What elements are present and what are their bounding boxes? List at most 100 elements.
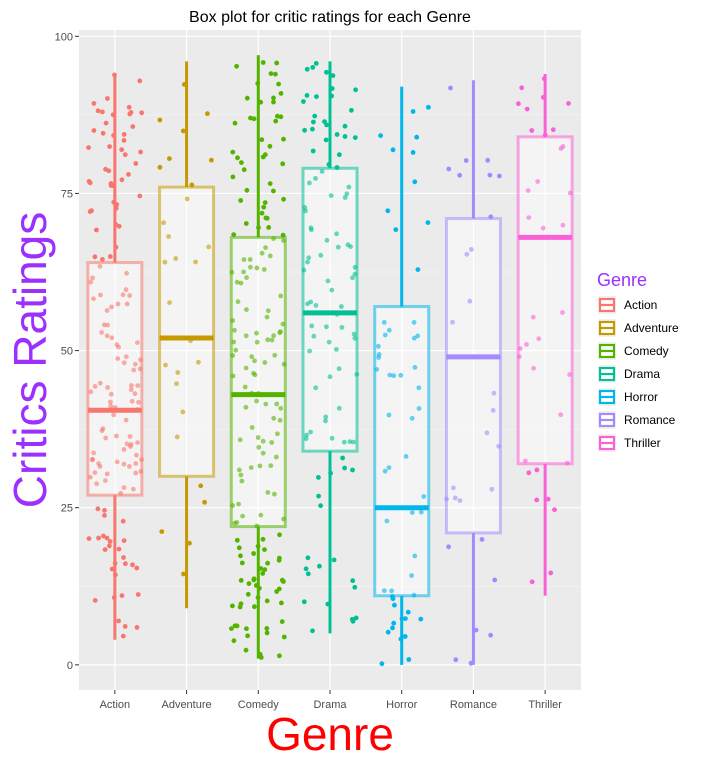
data-point <box>113 206 119 211</box>
data-point <box>346 184 352 190</box>
data-point <box>174 434 180 440</box>
data-point <box>255 543 261 549</box>
data-point <box>116 618 121 624</box>
data-point <box>281 634 287 640</box>
data-point <box>260 450 266 456</box>
data-point <box>313 61 319 66</box>
data-point <box>102 547 108 552</box>
data-point <box>187 540 192 546</box>
data-point <box>304 93 310 98</box>
data-point <box>324 237 330 243</box>
data-point <box>104 535 110 541</box>
data-point <box>262 547 267 552</box>
data-point <box>128 442 134 447</box>
data-point <box>256 391 261 396</box>
data-point <box>565 460 570 466</box>
data-point <box>135 592 141 597</box>
data-point <box>102 513 107 518</box>
data-point <box>128 387 134 393</box>
data-point <box>302 127 307 133</box>
data-point <box>116 546 122 552</box>
data-point <box>94 481 99 487</box>
data-point <box>324 122 329 128</box>
data-point <box>446 166 452 172</box>
data-point <box>233 347 239 353</box>
data-point <box>189 182 195 188</box>
data-point <box>106 168 112 174</box>
data-point <box>516 101 521 107</box>
data-point <box>281 196 286 202</box>
data-point <box>312 113 318 119</box>
data-point <box>391 620 397 626</box>
data-point <box>344 191 350 197</box>
data-point <box>111 412 117 418</box>
data-point <box>281 361 287 367</box>
data-point <box>157 164 163 170</box>
data-point <box>280 321 286 327</box>
data-point <box>105 96 110 101</box>
data-point <box>339 304 344 309</box>
legend-label: Horror <box>624 390 658 404</box>
box-romance <box>444 217 502 535</box>
x-tick-label: Drama <box>313 699 347 711</box>
data-point <box>107 539 113 544</box>
data-point <box>249 354 255 360</box>
data-point <box>328 193 334 199</box>
data-point <box>425 220 431 226</box>
data-point <box>316 493 321 499</box>
data-point <box>230 603 235 609</box>
data-point <box>352 264 358 270</box>
data-point <box>560 310 565 315</box>
data-point <box>398 636 404 642</box>
data-point <box>260 60 266 65</box>
data-point <box>230 353 236 358</box>
data-point <box>269 337 275 343</box>
data-point <box>121 485 127 490</box>
data-point <box>138 357 143 363</box>
data-point <box>109 566 115 572</box>
data-point <box>451 485 456 491</box>
data-point <box>340 455 345 461</box>
data-point <box>236 501 242 507</box>
legend-label: Comedy <box>624 344 669 358</box>
data-point <box>232 327 237 333</box>
data-point <box>109 335 115 341</box>
data-point <box>386 465 392 470</box>
data-point <box>107 144 112 150</box>
data-point <box>107 254 113 259</box>
data-point <box>313 303 319 308</box>
data-point <box>138 149 144 155</box>
data-point <box>108 403 114 409</box>
chart-title: Box plot for critic ratings for each Gen… <box>189 9 471 26</box>
data-point <box>123 561 128 567</box>
x-tick-label: Thriller <box>528 699 562 711</box>
data-point <box>122 624 128 629</box>
data-point <box>230 174 236 180</box>
data-point <box>234 279 240 285</box>
data-point <box>119 593 125 598</box>
data-point <box>137 366 143 372</box>
data-point <box>263 401 269 407</box>
data-point <box>86 536 92 541</box>
data-point <box>238 553 243 559</box>
data-point <box>403 616 408 621</box>
data-point <box>281 238 286 244</box>
data-point <box>100 257 105 262</box>
data-point <box>381 588 387 594</box>
data-point <box>255 81 261 86</box>
data-point <box>239 478 245 484</box>
data-point <box>490 408 496 413</box>
data-point <box>328 470 333 476</box>
data-point <box>274 589 280 594</box>
data-point <box>409 573 414 578</box>
data-point <box>254 265 260 271</box>
data-point <box>497 173 502 179</box>
data-point <box>254 398 259 404</box>
data-point <box>351 439 356 445</box>
data-point <box>398 372 404 378</box>
data-point <box>448 85 453 91</box>
data-point <box>354 372 360 377</box>
data-point <box>236 467 242 473</box>
data-point <box>277 330 283 336</box>
data-point <box>301 599 307 605</box>
